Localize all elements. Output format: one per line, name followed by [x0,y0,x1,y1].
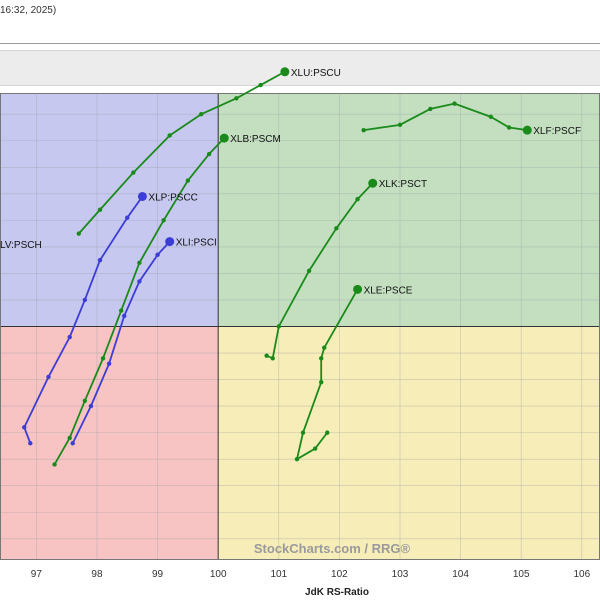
tail-point-xli-psci [88,403,94,409]
tail-point-xle-psce [300,430,306,435]
tail-point-xlu-pscu [234,96,239,101]
label-xle-psce: XLE:PSCE [364,285,413,296]
tail-point-xlp-pscc [125,215,130,220]
x-tick-label: 106 [573,569,590,580]
label-xli-psci: XLI:PSCI [176,238,217,249]
head-xlb-pscm [219,133,229,143]
tail-point-xlu-pscu [199,112,204,117]
head-xlp-pscc [137,191,147,201]
x-tick-label: 101 [270,569,287,580]
tail-point-xlk-psct [355,196,360,202]
tail-point-xlu-pscu [167,133,172,138]
tail-point-xlb-pscm [119,308,124,313]
x-tick-label: 98 [91,569,103,580]
tail-point-xli-psci [137,279,142,284]
tail-point-xlb-pscm [206,151,212,157]
tail-point-xli-psci [106,361,112,366]
tail-point-xlb-pscm [67,435,72,441]
x-tick-label: 104 [452,569,469,580]
tail-point-xlu-pscu [76,231,81,236]
tail-point-xlf-pscf [452,101,457,106]
tail-point-xlf-pscf [488,114,494,120]
head-xle-psce [353,284,363,294]
tail-point-xli-psci [122,313,127,319]
label-xlp-pscc: XLP:PSCC [148,192,197,203]
tail-point-xlb-pscm [52,462,57,467]
tail-point-xlf-pscf [361,127,366,133]
quadrant-leading [218,93,600,327]
quadrant-improving [0,93,219,327]
tail-point-xlk-psct [264,353,269,358]
tail-point-xlb-pscm [161,218,166,223]
tail-point-xlk-psct [270,356,275,361]
x-tick-label: 99 [152,569,164,580]
tail-point-xlf-pscf [428,106,433,112]
tail-point-xlb-pscm [82,398,88,403]
tail-point-xlu-pscu [258,82,263,88]
tail-xlb-pscm [53,137,225,465]
head-xlf-pscf [522,125,532,135]
tail-point-xlk-psct [334,226,339,231]
chart-grid [0,93,600,560]
tail-point-xli-psci [70,441,75,446]
x-tick-label: 100 [210,569,227,580]
tail-point-xlb-pscm [100,356,106,361]
tail-point-xlp-pscc [46,374,51,380]
tail-xlp-pscc [23,195,144,444]
tail-point-xlk-psct [276,324,281,329]
tail-point-xlp-pscc [67,334,72,340]
tail-point-xlb-pscm [137,260,142,266]
tail-point-xlp-pscc [97,257,103,263]
tail-point-xle-psce [294,456,300,462]
x-tick-label: 102 [331,569,348,580]
header-date: 16:32, 2025) [0,5,57,16]
head-xli-psci [165,237,175,247]
toolbar-band [0,50,600,86]
tail-xlu-pscu [78,70,286,235]
tail-point-xlp-pscc [28,441,33,446]
tail-point-xle-psce [319,380,324,385]
watermark: StockCharts.com / RRG® [254,541,411,556]
tail-point-xlu-pscu [131,170,136,175]
x-tick-label: 103 [392,569,409,580]
label-xlv-psch: LV:PSCH [0,240,42,251]
x-tick-labels: 97 98 99 100 101 102 103 104 105 106 [31,569,591,580]
tail-point-xlf-pscf [397,122,403,128]
tail-point-xle-psce [319,356,324,361]
tail-point-xle-psce [312,446,318,451]
head-xlu-pscu [280,67,290,77]
x-tick-label: 105 [513,569,530,580]
tail-point-xle-psce [325,430,330,435]
header-divider [0,43,600,44]
series-labels: XLU:PSCU XLB:PSCM XLF:PSCF XLK:PSCT XLE:PSCE… [0,68,581,297]
x-tick-label: 97 [31,569,43,580]
tail-point-xli-psci [155,252,160,258]
head-xlk-psct [368,178,378,188]
tail-point-xlp-pscc [22,425,27,430]
watermark-text: StockCharts.com / RRG® [254,541,411,556]
tail-point-xlk-psct [306,268,312,273]
x-axis-title: JdK RS-Ratio [305,587,369,598]
tail-point-xlf-pscf [506,125,512,130]
label-xlb-pscm: XLB:PSCM [230,134,281,145]
label-xlu-pscu: XLU:PSCU [291,68,341,79]
tail-point-xlp-pscc [82,297,88,303]
series-tails [22,67,532,467]
tail-point-xle-psce [322,345,327,350]
label-xlk-psct: XLK:PSCT [379,179,427,190]
tail-point-xlb-pscm [185,178,191,183]
quadrant-weakening [218,326,600,560]
label-xlf-pscf: XLF:PSCF [533,126,581,137]
tail-point-xlu-pscu [97,207,103,212]
